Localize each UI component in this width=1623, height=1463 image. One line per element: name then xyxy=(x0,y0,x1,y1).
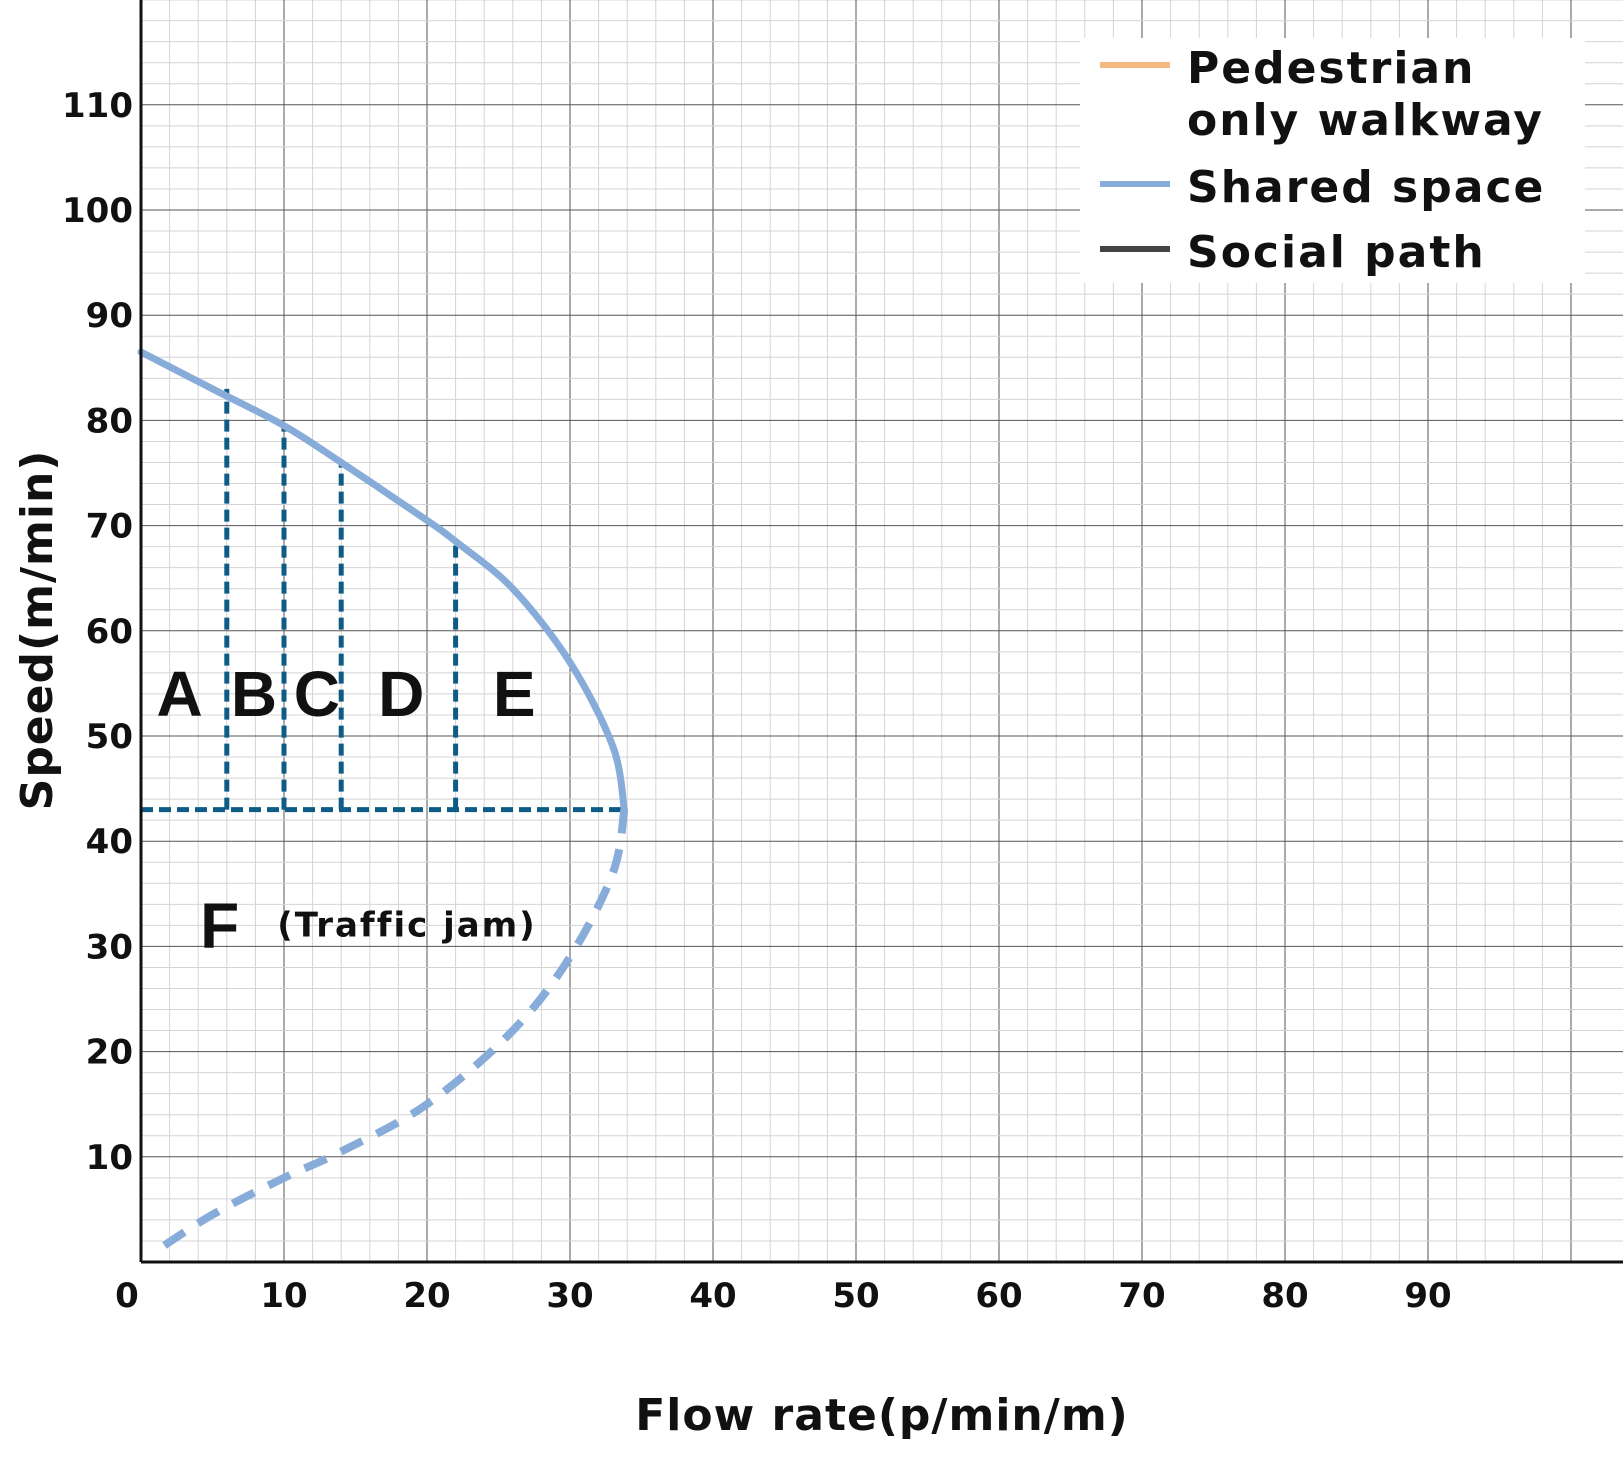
y-tick-label: 90 xyxy=(86,296,133,336)
los-letter-label: D xyxy=(378,658,424,730)
los-letter-label: A xyxy=(157,658,203,730)
series-line-shared-space xyxy=(137,348,628,814)
annotations: A B C D E F (Traffic jam) xyxy=(157,658,537,961)
x-tick-label: 30 xyxy=(546,1276,593,1316)
x-axis-title: Flow rate(p/min/m) xyxy=(635,1390,1129,1441)
los-boundaries xyxy=(141,388,625,813)
y-axis-title: Speed(m/min) xyxy=(12,450,63,811)
x-tick-label: 60 xyxy=(975,1276,1022,1316)
x-tick-label: 0 xyxy=(115,1276,139,1316)
legend-label: Shared space xyxy=(1187,162,1545,213)
series-line-shared-space-dashed xyxy=(153,808,629,1255)
y-tick-label: 80 xyxy=(86,401,133,441)
legend-label: Social path xyxy=(1187,227,1486,278)
x-tick-label: 50 xyxy=(832,1276,879,1316)
los-letter-label: C xyxy=(294,658,340,730)
y-tick-label: 50 xyxy=(86,717,133,757)
legend-label: Pedestrian xyxy=(1187,43,1475,94)
tick-labels: 0 10 20 30 40 50 60 70 80 90 10 20 30 40 50 60 70 80 90 100… xyxy=(62,86,1452,1316)
y-tick-label: 10 xyxy=(86,1138,133,1178)
legend-label: only walkway xyxy=(1187,95,1544,146)
x-tick-label: 20 xyxy=(403,1276,450,1316)
y-tick-label: 20 xyxy=(86,1033,133,1073)
x-tick-label: 80 xyxy=(1261,1276,1308,1316)
x-tick-label: 90 xyxy=(1404,1276,1451,1316)
y-tick-label: 110 xyxy=(62,86,133,126)
x-tick-label: 70 xyxy=(1118,1276,1165,1316)
x-tick-label: 40 xyxy=(689,1276,736,1316)
y-tick-label: 30 xyxy=(86,927,133,967)
y-tick-label: 100 xyxy=(62,191,133,231)
grid xyxy=(140,0,1623,1263)
los-letter-label: B xyxy=(231,658,277,730)
series-lines xyxy=(137,348,629,1255)
axes xyxy=(139,0,1623,1264)
legend-box xyxy=(1080,38,1585,283)
x-tick-label: 10 xyxy=(260,1276,307,1316)
y-tick-label: 60 xyxy=(86,612,133,652)
los-letter-label: F xyxy=(200,889,239,961)
y-tick-label: 40 xyxy=(86,822,133,862)
los-letter-label: E xyxy=(493,658,536,730)
los-note-label: (Traffic jam) xyxy=(277,905,537,945)
y-tick-label: 70 xyxy=(86,507,133,547)
